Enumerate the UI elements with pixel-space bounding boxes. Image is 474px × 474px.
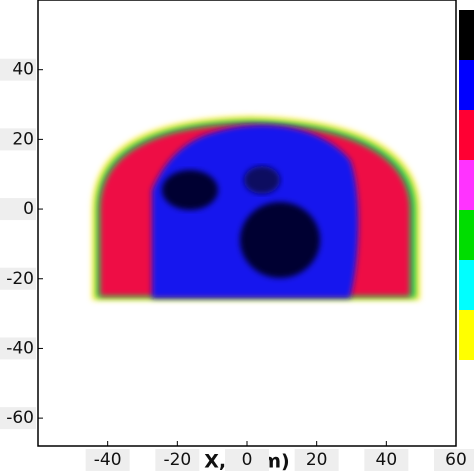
y-tick-label: -40 bbox=[6, 338, 34, 358]
colorbar-segment bbox=[459, 210, 474, 260]
x-tick-label: -40 bbox=[94, 450, 122, 470]
tick-label-bg bbox=[434, 449, 474, 471]
y-tick-label: -60 bbox=[6, 408, 34, 428]
colorbar-segment bbox=[459, 310, 474, 360]
colorbar-segment bbox=[459, 260, 474, 310]
tick-label-bg bbox=[294, 449, 339, 471]
x-tick-label: -20 bbox=[163, 450, 191, 470]
colorbar-segment bbox=[459, 160, 474, 210]
tick-label-bg bbox=[364, 449, 409, 471]
tick-label-bg bbox=[0, 128, 36, 151]
y-tick-label: 0 bbox=[23, 199, 34, 219]
x-tick-label: 20 bbox=[306, 450, 328, 470]
y-tick-label: -20 bbox=[6, 269, 34, 289]
tick-label-bg bbox=[0, 407, 36, 430]
colorbar-segment bbox=[459, 10, 474, 60]
x-tick-label: 0 bbox=[242, 450, 253, 470]
y-tick-label: 20 bbox=[12, 129, 34, 149]
x-tick-label: 60 bbox=[445, 450, 467, 470]
tick-label-bg bbox=[0, 267, 36, 290]
colorbar-segment bbox=[459, 60, 474, 110]
tick-label-bg bbox=[0, 58, 36, 81]
tick-label-bg bbox=[225, 449, 269, 471]
y-tick-label: 40 bbox=[12, 60, 34, 80]
tick-label-bg bbox=[0, 337, 36, 360]
colorbar-segment bbox=[459, 110, 474, 160]
x-tick-label: 40 bbox=[376, 450, 398, 470]
density-image bbox=[92, 116, 420, 300]
tick-label-bg bbox=[85, 449, 130, 471]
tick-label-bg bbox=[0, 198, 36, 221]
tick-label-bg bbox=[155, 449, 200, 471]
